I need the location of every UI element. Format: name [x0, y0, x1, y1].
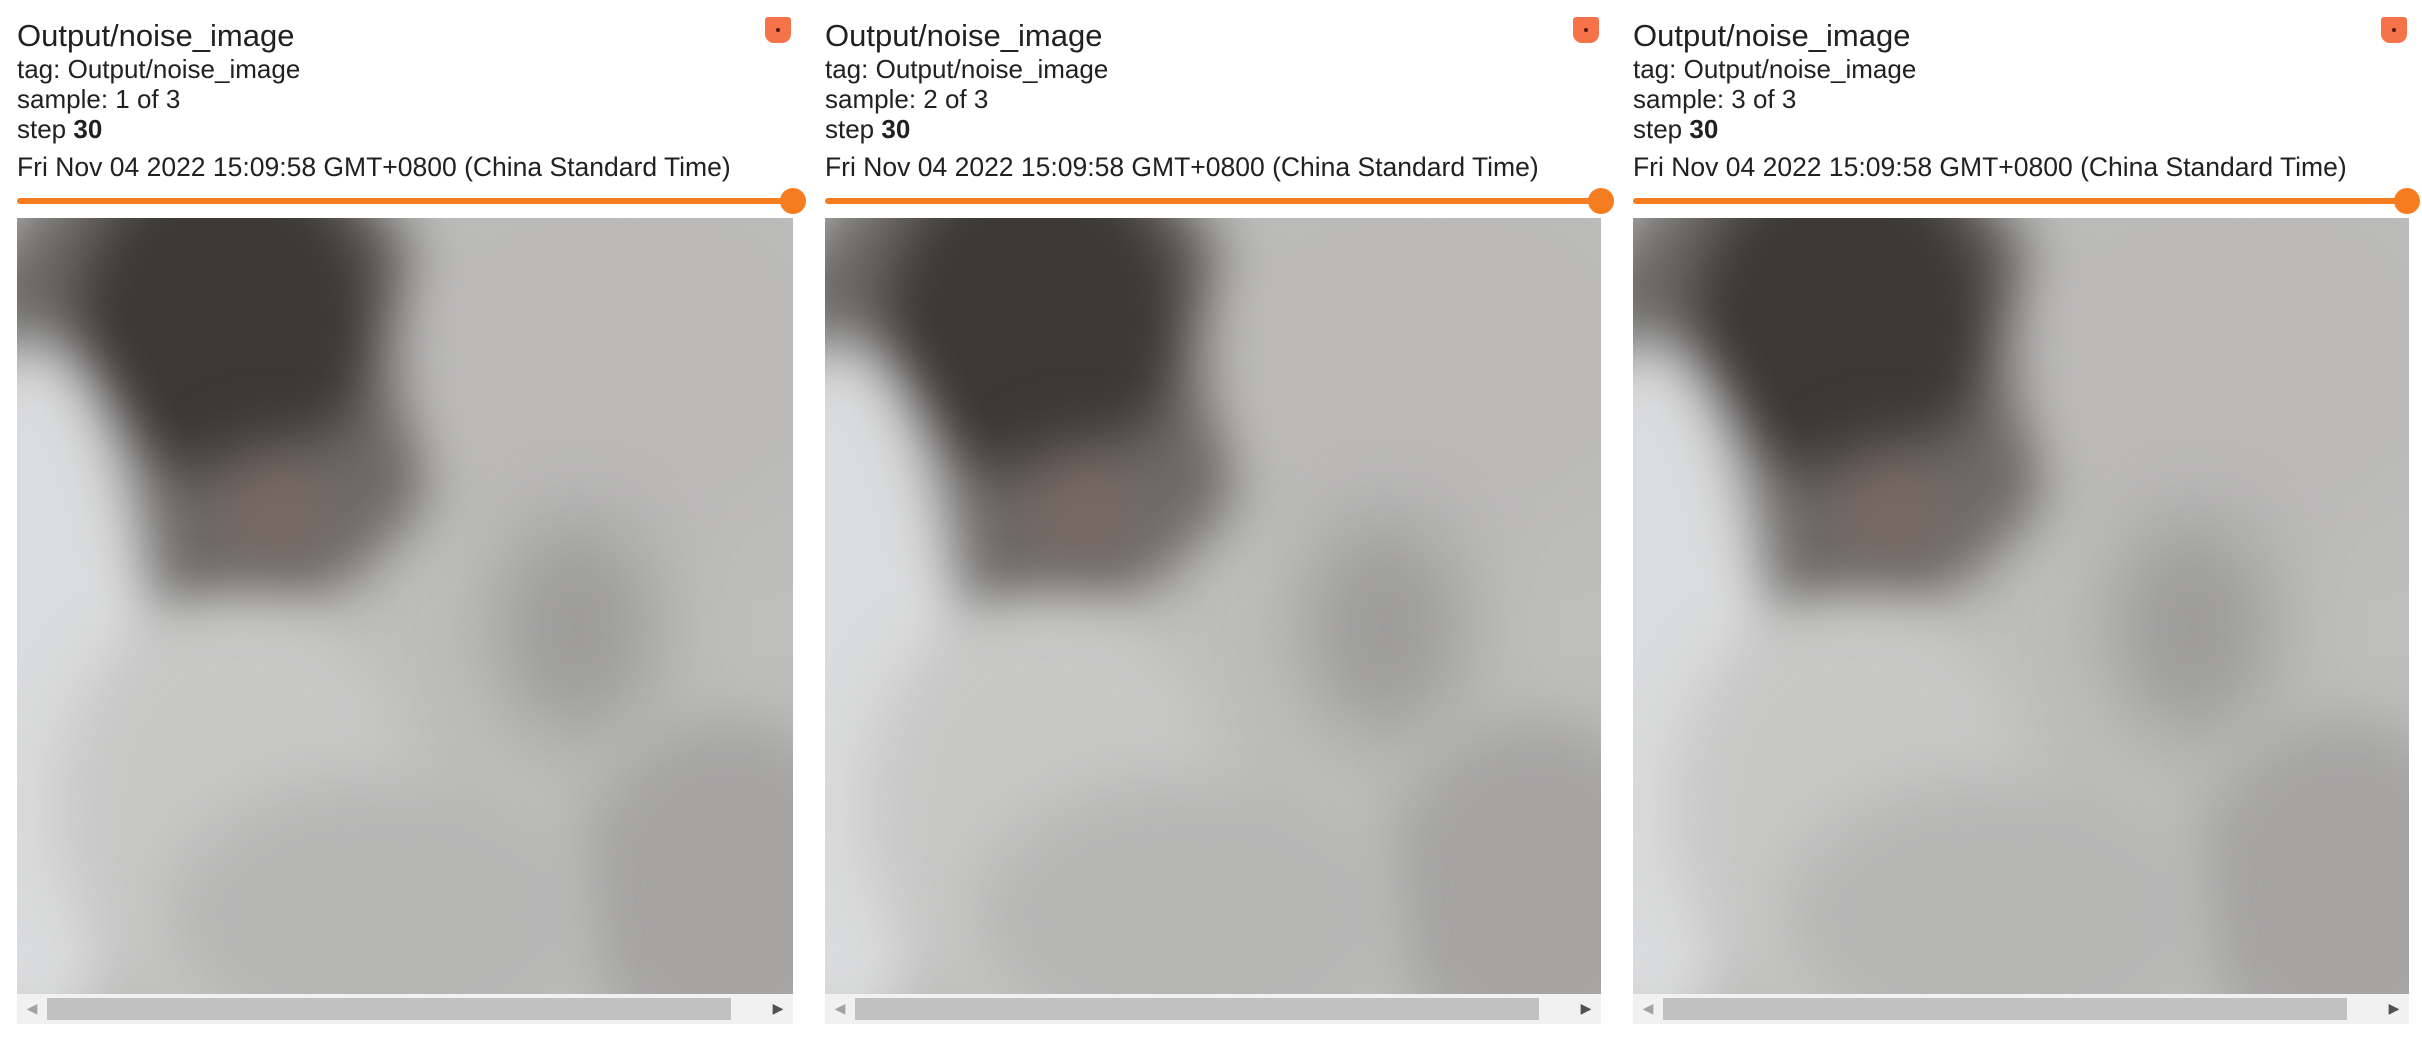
step-line: step 30: [17, 113, 102, 145]
timestamp: Fri Nov 04 2022 15:09:58 GMT+0800 (China…: [825, 152, 1539, 182]
step-slider-track[interactable]: [1633, 198, 2401, 204]
image-card-3: Output/noise_image tag: Output/noise_ima…: [1616, 0, 2420, 1038]
card-title: Output/noise_image: [1633, 18, 1911, 53]
tag-line: tag: Output/noise_image: [825, 54, 1109, 84]
sample-line: sample: 2 of 3: [825, 84, 989, 114]
step-value: 30: [73, 114, 103, 144]
fullscreen-icon[interactable]: [1573, 17, 1599, 43]
image-card-2: Output/noise_image tag: Output/noise_ima…: [808, 0, 1614, 1038]
step-label: step: [825, 114, 875, 144]
fullscreen-icon[interactable]: [2381, 17, 2407, 43]
sample-line: sample: 1 of 3: [17, 84, 181, 114]
scroll-left-icon[interactable]: ◀: [834, 1001, 846, 1017]
scroll-right-icon[interactable]: ▶: [772, 1001, 784, 1017]
step-line: step 30: [825, 113, 910, 145]
step-value: 30: [1689, 114, 1719, 144]
noise-image: [1633, 218, 2409, 994]
horizontal-scrollbar[interactable]: ◀ ▶: [17, 994, 793, 1024]
image-card-1: Output/noise_image tag: Output/noise_ima…: [0, 0, 806, 1038]
tag-line: tag: Output/noise_image: [1633, 54, 1917, 84]
horizontal-scrollbar[interactable]: ◀ ▶: [1633, 994, 2409, 1024]
timestamp: Fri Nov 04 2022 15:09:58 GMT+0800 (China…: [1633, 152, 2347, 182]
sample-line: sample: 3 of 3: [1633, 84, 1797, 114]
noise-image: [825, 218, 1601, 994]
scroll-left-icon[interactable]: ◀: [1642, 1001, 1654, 1017]
card-title: Output/noise_image: [825, 18, 1103, 53]
scrollbar-thumb[interactable]: [855, 998, 1539, 1020]
step-slider-thumb[interactable]: [1588, 188, 1614, 214]
step-line: step 30: [1633, 113, 1718, 145]
step-slider-thumb[interactable]: [780, 188, 806, 214]
step-slider-track[interactable]: [17, 198, 793, 204]
noise-image: [17, 218, 793, 994]
step-slider-thumb[interactable]: [2394, 188, 2420, 214]
scroll-right-icon[interactable]: ▶: [1580, 1001, 1592, 1017]
step-value: 30: [881, 114, 911, 144]
fullscreen-icon[interactable]: [765, 17, 791, 43]
step-slider-track[interactable]: [825, 198, 1601, 204]
scrollbar-thumb[interactable]: [47, 998, 731, 1020]
card-title: Output/noise_image: [17, 18, 295, 53]
horizontal-scrollbar[interactable]: ◀ ▶: [825, 994, 1601, 1024]
scroll-right-icon[interactable]: ▶: [2388, 1001, 2400, 1017]
timestamp: Fri Nov 04 2022 15:09:58 GMT+0800 (China…: [17, 152, 731, 182]
scroll-left-icon[interactable]: ◀: [26, 1001, 38, 1017]
step-label: step: [1633, 114, 1683, 144]
scrollbar-thumb[interactable]: [1663, 998, 2347, 1020]
tag-line: tag: Output/noise_image: [17, 54, 301, 84]
step-label: step: [17, 114, 67, 144]
